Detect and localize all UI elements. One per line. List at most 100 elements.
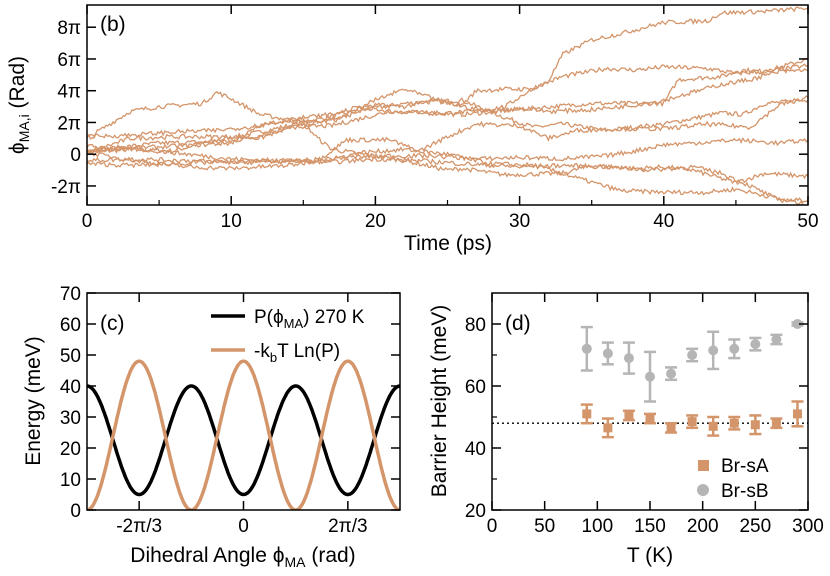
d-x-tick-label: 200 [687, 516, 719, 537]
panel-c-y-axis: 0 10 20 30 40 50 60 70 [60, 284, 400, 522]
panel-b-y-label: ϕMA,i (Rad) [6, 56, 32, 154]
b-y-tick-label: 6π [57, 50, 81, 71]
data-point [602, 348, 613, 359]
legend-free-energy-sub: b [270, 350, 277, 365]
b-y-tick-label: 0 [70, 145, 81, 166]
trajectory-line-7 [87, 156, 808, 204]
panel-c-x-label-sub: MA [285, 554, 307, 570]
c-y-tick-label: 60 [60, 315, 81, 336]
trajectory-line-6 [87, 143, 808, 205]
c-y-tick-label: 20 [60, 439, 81, 460]
legend-free-energy-tail: T Ln(P) [277, 341, 340, 362]
data-point [666, 423, 676, 433]
panel-c-x-label: Dihedral Angle ϕMA (rad) [130, 544, 355, 570]
data-point [729, 418, 739, 428]
free-energy-curve [87, 359, 400, 510]
trajectory-line-4 [87, 63, 808, 154]
data-point [792, 409, 802, 419]
panel-d-y-axis: 20 40 60 80 [465, 315, 808, 522]
legend-probability-sub: MA [284, 316, 304, 331]
b-y-tick-label: 2π [57, 113, 81, 134]
data-point [624, 410, 634, 420]
data-point [687, 417, 697, 427]
panel-b-x-axis: 0 10 20 30 40 50 [82, 5, 819, 232]
b-x-tick-label: 20 [365, 211, 386, 232]
panel-d-label: (d) [505, 312, 531, 335]
trajectory-line-8 [87, 95, 808, 171]
panel-d-x-label: T (K) [627, 544, 673, 567]
data-point [708, 421, 718, 431]
data-point [603, 423, 613, 433]
trajectory-line-2 [87, 58, 808, 154]
legend-label-probability: P(ϕMA) 270 K [254, 307, 365, 331]
panel-d-x-axis: 0 50 100 150 200 250 300 [487, 293, 824, 537]
trajectory-line-1 [87, 97, 808, 156]
b-y-tick-label: 4π [57, 82, 81, 103]
panel-b-traces [87, 6, 808, 205]
b-x-tick-label: 30 [509, 211, 530, 232]
c-y-tick-label: 70 [60, 284, 81, 305]
b-x-tick-label: 0 [82, 211, 93, 232]
panel-c-x-label-tail: (rad) [306, 544, 356, 567]
data-point [792, 319, 803, 329]
panel-c-y-label: Energy (meV) [22, 336, 45, 466]
c-x-tick-label: 2π/3 [328, 516, 368, 537]
probability-curve [87, 384, 400, 497]
data-point [645, 414, 655, 424]
d-y-tick-label: 60 [465, 377, 486, 398]
data-point [666, 368, 677, 379]
b-x-tick-label: 10 [221, 211, 242, 232]
legend-label-br-sb: Br-sB [721, 481, 769, 502]
legend-probability-main: P(ϕ [254, 307, 284, 328]
c-y-tick-label: 30 [60, 408, 81, 429]
b-y-tick-label: -2π [51, 177, 81, 198]
legend-label-free-energy: -kbT Ln(P) [254, 341, 340, 365]
legend-free-energy-main: -k [254, 341, 270, 362]
c-y-tick-label: 0 [70, 501, 81, 522]
series-br-sb [580, 319, 804, 403]
data-point [687, 350, 698, 360]
series-br-sa [580, 400, 804, 439]
d-x-tick-label: 0 [487, 516, 498, 537]
data-point [623, 353, 634, 364]
d-y-tick-label: 20 [465, 501, 486, 522]
data-point [729, 343, 740, 354]
c-x-tick-label: 0 [238, 516, 249, 537]
data-point [750, 339, 761, 350]
d-y-tick-label: 80 [465, 315, 486, 336]
c-y-tick-label: 50 [60, 346, 81, 367]
d-x-tick-label: 300 [792, 516, 824, 537]
trajectory-line-10 [87, 68, 808, 140]
panel-b-label: (b) [100, 13, 126, 36]
data-point [581, 343, 592, 354]
b-x-tick-label: 40 [653, 211, 674, 232]
panel-b-y-label-sub: MA,i [16, 114, 32, 142]
panel-c-curves [87, 359, 400, 510]
data-point [750, 420, 760, 430]
c-x-tick-label: -2π/3 [116, 516, 162, 537]
data-point [708, 345, 719, 356]
trajectory-line-3 [87, 90, 808, 186]
d-y-tick-label: 40 [465, 439, 486, 460]
c-y-tick-label: 40 [60, 377, 81, 398]
d-x-tick-label: 50 [534, 516, 555, 537]
panel-b-y-label-main: ϕ [6, 142, 29, 154]
panel-d-y-label: Barrier Height (meV) [428, 305, 451, 498]
panel-d-points [580, 319, 804, 439]
trajectory-line-9 [87, 137, 808, 169]
panel-c-x-label-main: Dihedral Angle ϕ [130, 544, 284, 567]
b-x-tick-label: 50 [797, 211, 818, 232]
panel-d-legend: Br-sA Br-sB [697, 456, 769, 502]
data-point [645, 371, 655, 382]
panel-b-y-axis: -2π 0 2π 4π 6π 8π [51, 18, 808, 198]
d-x-tick-label: 100 [581, 516, 613, 537]
legend-marker-br-sb [697, 484, 709, 496]
panel-c-x-axis: -2π/3 0 2π/3 [116, 293, 368, 537]
d-x-tick-label: 250 [739, 516, 771, 537]
panel-b-x-label: Time (ps) [404, 232, 492, 255]
panel-c-label: (c) [100, 312, 125, 335]
trajectory-line-5 [87, 6, 808, 153]
